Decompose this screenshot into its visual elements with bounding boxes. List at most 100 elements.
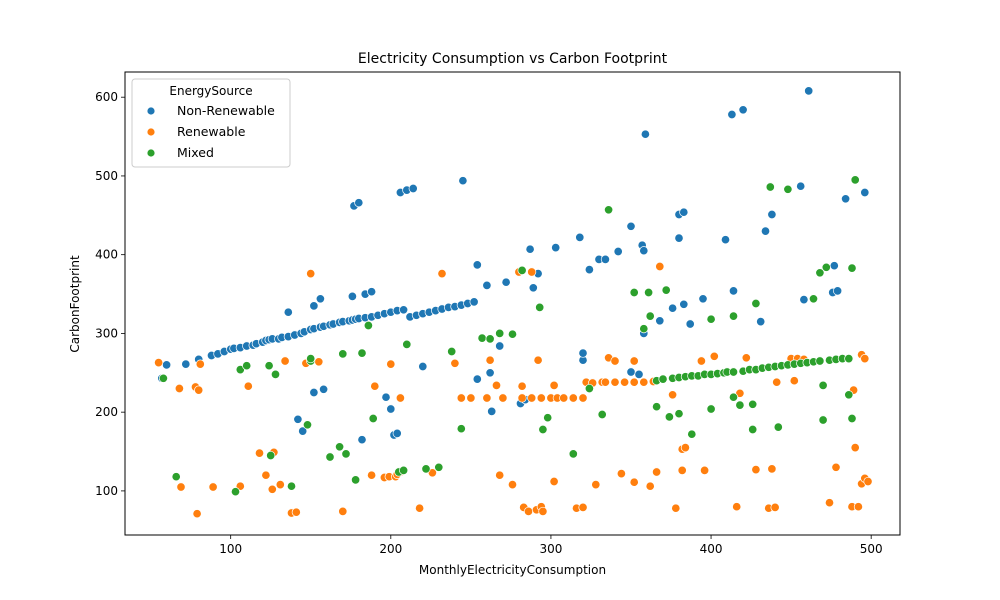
data-point-non-renewable bbox=[634, 369, 644, 379]
data-point-non-renewable bbox=[756, 317, 766, 327]
y-tick-label: 100 bbox=[95, 484, 118, 498]
data-point-non-renewable bbox=[495, 341, 505, 351]
data-point-mixed bbox=[783, 184, 793, 194]
data-point-mixed bbox=[850, 175, 860, 185]
data-point-mixed bbox=[543, 413, 553, 423]
data-point-mixed bbox=[645, 311, 655, 321]
data-point-renewable bbox=[578, 502, 588, 512]
data-point-non-renewable bbox=[584, 265, 594, 275]
data-point-renewable bbox=[538, 506, 548, 516]
data-point-renewable bbox=[732, 502, 742, 512]
data-point-renewable bbox=[620, 377, 630, 387]
data-point-non-renewable bbox=[829, 261, 839, 271]
legend-label-renewable: Renewable bbox=[177, 124, 246, 139]
data-point-renewable bbox=[533, 355, 543, 365]
points-layer bbox=[154, 86, 873, 519]
data-point-mixed bbox=[351, 475, 361, 485]
data-point-non-renewable bbox=[485, 368, 495, 378]
legend-label-non-renewable: Non-Renewable bbox=[177, 103, 275, 118]
data-point-renewable bbox=[770, 502, 780, 512]
data-point-renewable bbox=[853, 502, 863, 512]
data-point-renewable bbox=[527, 393, 537, 403]
data-point-non-renewable bbox=[668, 303, 678, 313]
data-point-mixed bbox=[338, 349, 348, 359]
data-point-non-renewable bbox=[469, 297, 479, 307]
data-point-renewable bbox=[600, 377, 610, 387]
data-point-renewable bbox=[456, 393, 466, 403]
data-point-renewable bbox=[291, 507, 301, 517]
data-point-renewable bbox=[610, 356, 620, 366]
data-point-mixed bbox=[302, 420, 313, 430]
data-point-mixed bbox=[538, 424, 548, 435]
data-point-mixed bbox=[687, 429, 697, 439]
data-point-renewable bbox=[645, 481, 655, 491]
data-point-mixed bbox=[658, 374, 668, 384]
data-point-mixed bbox=[230, 487, 241, 497]
data-point-renewable bbox=[254, 448, 265, 458]
data-point-non-renewable bbox=[626, 367, 636, 377]
data-point-non-renewable bbox=[804, 86, 814, 96]
data-point-non-renewable bbox=[860, 187, 870, 198]
data-point-mixed bbox=[629, 287, 639, 298]
data-point-renewable bbox=[629, 477, 639, 487]
data-point-non-renewable bbox=[727, 109, 737, 120]
data-point-renewable bbox=[370, 381, 380, 391]
data-point-renewable bbox=[498, 393, 508, 403]
x-axis: 100 200 300 400 500 bbox=[219, 535, 883, 556]
data-point-mixed bbox=[664, 412, 674, 422]
data-point-mixed bbox=[584, 383, 594, 394]
y-tick-label: 300 bbox=[95, 326, 118, 340]
data-point-non-renewable bbox=[381, 392, 391, 402]
data-point-non-renewable bbox=[357, 435, 367, 445]
data-point-renewable bbox=[629, 356, 639, 366]
data-point-non-renewable bbox=[626, 221, 636, 231]
data-point-non-renewable bbox=[578, 348, 588, 358]
data-point-non-renewable bbox=[472, 260, 482, 270]
data-point-non-renewable bbox=[728, 286, 739, 296]
data-point-mixed bbox=[286, 481, 297, 491]
legend-marker-non-renewable bbox=[146, 106, 156, 116]
data-point-non-renewable bbox=[309, 301, 319, 311]
data-point-renewable bbox=[194, 385, 204, 395]
data-point-mixed bbox=[597, 409, 607, 420]
data-point-non-renewable bbox=[408, 183, 418, 194]
data-point-renewable bbox=[174, 383, 184, 394]
data-point-renewable bbox=[314, 357, 324, 367]
data-point-renewable bbox=[789, 376, 799, 386]
data-point-non-renewable bbox=[283, 307, 293, 317]
data-point-mixed bbox=[728, 311, 739, 321]
data-point-mixed bbox=[264, 361, 274, 371]
data-point-non-renewable bbox=[760, 226, 771, 236]
series-renewable bbox=[154, 261, 873, 519]
data-point-mixed bbox=[847, 263, 857, 273]
data-point-mixed bbox=[773, 422, 783, 432]
data-point-mixed bbox=[402, 339, 412, 349]
data-point-renewable bbox=[591, 480, 601, 490]
data-point-non-renewable bbox=[674, 233, 684, 243]
data-point-renewable bbox=[536, 393, 546, 403]
data-point-non-renewable bbox=[575, 232, 585, 242]
data-point-non-renewable bbox=[600, 254, 610, 264]
data-point-renewable bbox=[850, 443, 860, 453]
data-point-mixed bbox=[335, 442, 345, 452]
data-point-mixed bbox=[421, 464, 431, 474]
data-point-renewable bbox=[485, 355, 495, 365]
data-point-renewable bbox=[517, 393, 527, 403]
data-point-renewable bbox=[517, 381, 527, 391]
data-point-non-renewable bbox=[472, 374, 482, 384]
data-point-renewable bbox=[549, 476, 559, 487]
data-point-renewable bbox=[549, 380, 559, 390]
x-tick-label: 400 bbox=[700, 542, 723, 556]
data-point-non-renewable bbox=[386, 404, 396, 414]
data-point-non-renewable bbox=[309, 387, 319, 398]
legend-label-mixed: Mixed bbox=[177, 145, 214, 160]
data-point-non-renewable bbox=[418, 361, 428, 372]
data-point-renewable bbox=[568, 393, 578, 403]
data-point-mixed bbox=[604, 205, 614, 215]
data-point-renewable bbox=[652, 467, 662, 477]
data-point-renewable bbox=[466, 393, 476, 403]
data-point-non-renewable bbox=[655, 316, 665, 326]
data-point-renewable bbox=[860, 354, 870, 364]
data-point-renewable bbox=[680, 443, 690, 453]
